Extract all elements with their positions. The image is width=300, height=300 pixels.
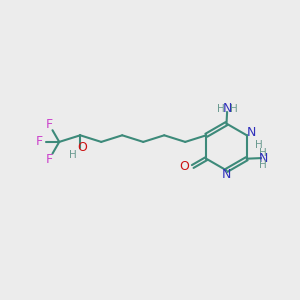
Text: N: N — [247, 126, 256, 140]
Text: H: H — [260, 148, 267, 158]
Text: F: F — [36, 135, 43, 148]
Text: H: H — [256, 140, 263, 150]
Text: O: O — [179, 160, 189, 173]
Text: H: H — [217, 103, 224, 114]
Text: N: N — [222, 102, 232, 115]
Text: N: N — [259, 152, 268, 165]
Text: F: F — [46, 118, 53, 131]
Text: H: H — [230, 103, 238, 114]
Text: H: H — [260, 160, 267, 170]
Text: O: O — [77, 141, 87, 154]
Text: H: H — [69, 149, 76, 160]
Text: F: F — [46, 153, 53, 166]
Text: N: N — [222, 167, 231, 181]
